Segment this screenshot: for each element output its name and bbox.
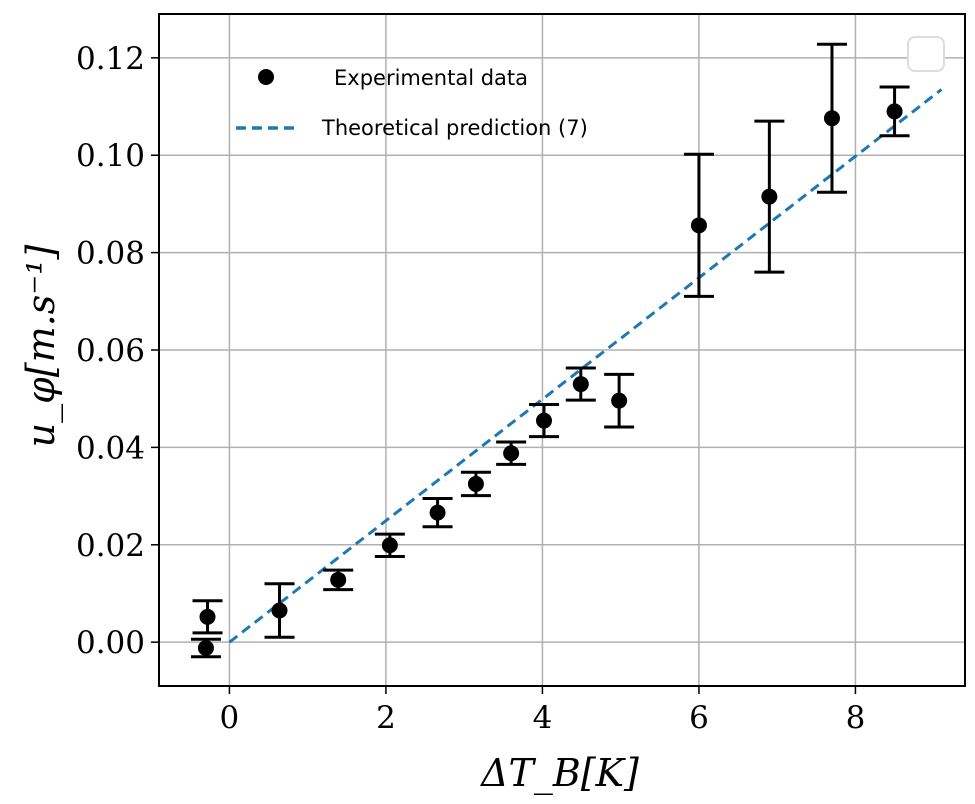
data-point-group [323,568,354,592]
data-point [536,412,553,429]
theoretical-prediction-line [228,88,943,644]
data-point [886,103,903,120]
y-tick-label: 0.06 [76,333,145,369]
data-point [467,475,484,492]
y-axis-label: u_φ[m.s⁻¹] [19,245,64,448]
data-point [761,188,778,205]
data-point [197,640,214,657]
plot-series [190,42,943,659]
x-tick-label: 8 [846,700,866,736]
data-point [271,602,288,619]
data-point-group [374,532,405,558]
y-tick-label: 0.04 [76,430,145,466]
x-tick-label: 0 [220,700,240,736]
legend: Experimental data Theoretical prediction… [236,66,588,140]
data-point-group [529,403,560,439]
data-point-group [754,119,785,274]
legend-empty-box [907,36,945,72]
data-point-group [879,85,910,138]
data-point [503,445,520,462]
y-tick-label: 0.02 [76,528,145,564]
data-point-group [264,582,295,639]
data-point [330,571,347,588]
data-point [823,110,840,127]
y-tick-label: 0.08 [76,236,145,272]
x-tick-label: 2 [376,700,396,736]
data-point-group [604,372,635,429]
data-point-group [190,637,221,659]
data-point-group [496,440,527,466]
data-point-group [683,152,714,298]
y-tick-label: 0.00 [76,625,145,661]
legend-label-experimental-data: Experimental data [334,66,528,90]
x-tick-label: 6 [689,700,709,736]
data-point [611,392,628,409]
x-tick-label: 4 [533,700,553,736]
data-point [429,504,446,521]
legend-label-theoretical-prediction: Theoretical prediction (7) [321,116,588,140]
y-tick-label: 0.10 [76,138,145,174]
data-point-group [192,599,223,635]
data-point [199,608,216,625]
axis-ticks: 0 2 4 6 8 0.00 0.02 0.04 0.06 0.08 0.10 0.12 [76,41,865,736]
data-point-group [565,366,596,402]
data-point-group [816,42,847,194]
data-point [690,217,707,234]
data-point-group [422,497,453,529]
x-axis-label: ΔT_B[K] [479,751,639,796]
data-point [572,376,589,393]
data-point-group [460,470,491,498]
data-point [381,537,398,554]
y-tick-label: 0.12 [76,41,145,77]
legend-marker-experimental-data [258,69,274,85]
